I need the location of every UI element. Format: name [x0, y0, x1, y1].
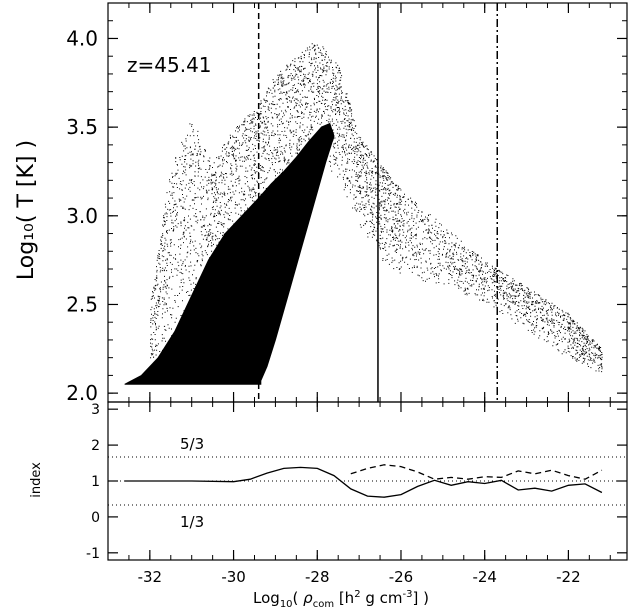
top-panel: 2.0 2.5 3.0 3.5 4.0 z=45.41 Log₁₀( T [K] ): [14, 2, 628, 405]
y-tick-label: -1: [86, 546, 100, 562]
y-tick-label: 3.5: [66, 115, 98, 139]
top-vertical-lines: [257, 3, 498, 402]
dense-region: [124, 122, 335, 385]
bottom-y-axis-label: index: [29, 462, 44, 498]
y-tick-label: 3: [91, 402, 100, 418]
reference-lines: 5/3 1/3: [108, 435, 627, 531]
y-tick-label: 2.0: [66, 381, 98, 405]
reference-line-label: 1/3: [180, 513, 204, 531]
reference-line-label: 5/3: [180, 435, 204, 453]
y-tick-label: 1: [91, 474, 100, 490]
top-y-axis-label: Log₁₀( T [K] ): [14, 140, 39, 280]
redshift-annotation: z=45.41: [127, 53, 212, 77]
index-series: [124, 464, 603, 498]
scatter-points: [150, 43, 603, 373]
x-tick-label: -24: [472, 568, 497, 586]
x-tick-label: -28: [305, 568, 330, 586]
top-y-ticks: 2.0 2.5 3.0 3.5 4.0: [66, 20, 627, 405]
y-tick-label: 2: [91, 438, 100, 454]
y-tick-label: 3.0: [66, 204, 98, 228]
bottom-y-ticks: -1 0 1 2 3: [86, 402, 627, 562]
x-tick-label: -22: [556, 568, 581, 586]
x-axis-label: Log10( ρcom [h2 g cm-3] ): [253, 589, 429, 610]
top-scatter-points: [150, 43, 603, 373]
bottom-panel: 5/3 1/3 -1 0 1 2 3 -32 -30 -28 -26 -24 -22 index L…: [29, 3, 628, 610]
y-tick-label: 2.5: [66, 292, 98, 316]
series-line-solid: [124, 466, 603, 498]
x-tick-label: -26: [389, 568, 414, 586]
x-tick-label: -32: [138, 568, 163, 586]
y-tick-label: 4.0: [66, 26, 98, 50]
series-line-dashed: [350, 464, 603, 480]
x-tick-label: -30: [221, 568, 246, 586]
y-tick-label: 0: [91, 510, 100, 526]
bottom-x-ticks: -32 -30 -28 -26 -24 -22: [107, 3, 611, 586]
